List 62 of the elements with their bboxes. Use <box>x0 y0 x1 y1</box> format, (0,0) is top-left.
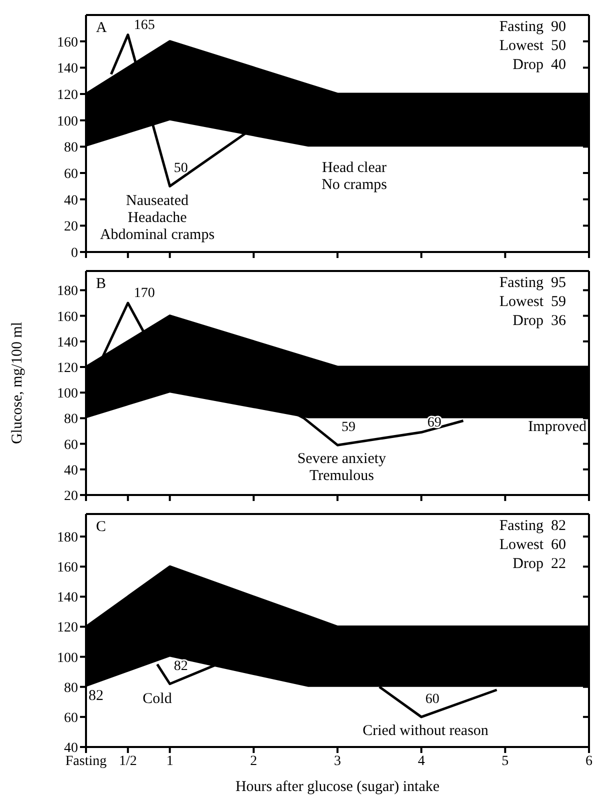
y-tick-label: 140 <box>57 590 78 606</box>
annotation: Cried without reason <box>362 722 488 740</box>
y-tick-label: 120 <box>57 620 78 636</box>
x-tick-label: 1/2 <box>118 754 137 769</box>
y-tick-label: 160 <box>57 560 78 576</box>
annotation: B <box>96 276 106 293</box>
y-tick-label: 140 <box>57 335 78 350</box>
y-tick-label: 140 <box>57 62 78 77</box>
annotation: Drop 36 <box>512 312 566 331</box>
annotation: Lowest 60 <box>499 536 566 555</box>
y-tick-label: 80 <box>64 140 78 156</box>
data-label: 69 <box>427 415 442 430</box>
annotation: Nauseated Headache Abdominal cramps <box>100 192 215 244</box>
y-tick-label: 0 <box>71 246 78 261</box>
y-tick-label: 60 <box>64 166 78 182</box>
annotation: Lowest 59 <box>499 293 566 312</box>
y-tick-label: 80 <box>64 412 78 428</box>
y-tick-label: 20 <box>64 488 78 504</box>
y-axis-title: Glucose, mg/100 ml <box>9 322 26 444</box>
y-tick-label: 160 <box>57 310 78 325</box>
annotation: A <box>96 20 107 37</box>
annotation: Fasting 82 <box>499 517 566 536</box>
annotation: Fasting 90 <box>499 18 566 37</box>
x-tick-label: 2 <box>250 754 258 769</box>
y-tick-label: 100 <box>57 650 78 666</box>
annotation: Lowest 50 <box>499 37 566 56</box>
y-tick-label: 160 <box>57 35 78 50</box>
annotation: Drop 22 <box>512 555 566 574</box>
annotation: C <box>96 519 106 536</box>
x-tick-label: 3 <box>334 754 341 769</box>
y-tick-label: 60 <box>64 438 78 453</box>
y-tick-label: 20 <box>64 220 78 235</box>
data-label: 82 <box>174 658 188 674</box>
y-tick-label: 180 <box>57 530 78 546</box>
data-label: 170 <box>134 286 155 301</box>
annotation: Fasting 95 <box>499 274 566 293</box>
x-tick-label: Fasting <box>65 754 107 769</box>
y-tick-label: 120 <box>57 360 78 376</box>
annotation: Head clear No cramps <box>322 160 387 194</box>
annotation: Cold <box>142 691 172 708</box>
annotation: Drop 40 <box>512 56 566 75</box>
y-tick-label: 180 <box>57 284 78 300</box>
annotation: 82 <box>88 688 104 706</box>
y-tick-label: 100 <box>57 386 78 402</box>
data-label: 165 <box>134 18 155 33</box>
annotation: Severe anxiety Tremulous <box>297 451 386 486</box>
y-tick-label: 40 <box>64 463 78 478</box>
y-tick-label: 100 <box>57 114 78 130</box>
y-tick-label: 120 <box>57 88 78 103</box>
y-tick-label: 60 <box>64 710 78 726</box>
y-tick-label: 40 <box>64 193 78 208</box>
data-label: 59 <box>342 420 356 436</box>
y-tick-label: 40 <box>64 740 78 756</box>
x-tick-label: 6 <box>586 754 592 769</box>
x-tick-label: 4 <box>418 754 425 769</box>
data-label: 50 <box>174 161 188 176</box>
y-tick-label: 80 <box>64 680 78 696</box>
data-label: 60 <box>425 692 440 707</box>
x-tick-label: 1 <box>166 754 174 769</box>
x-tick-label: 5 <box>502 754 509 769</box>
annotation: Improved <box>528 419 586 436</box>
x-axis-title: Hours after glucose (sugar) intake <box>235 779 440 795</box>
